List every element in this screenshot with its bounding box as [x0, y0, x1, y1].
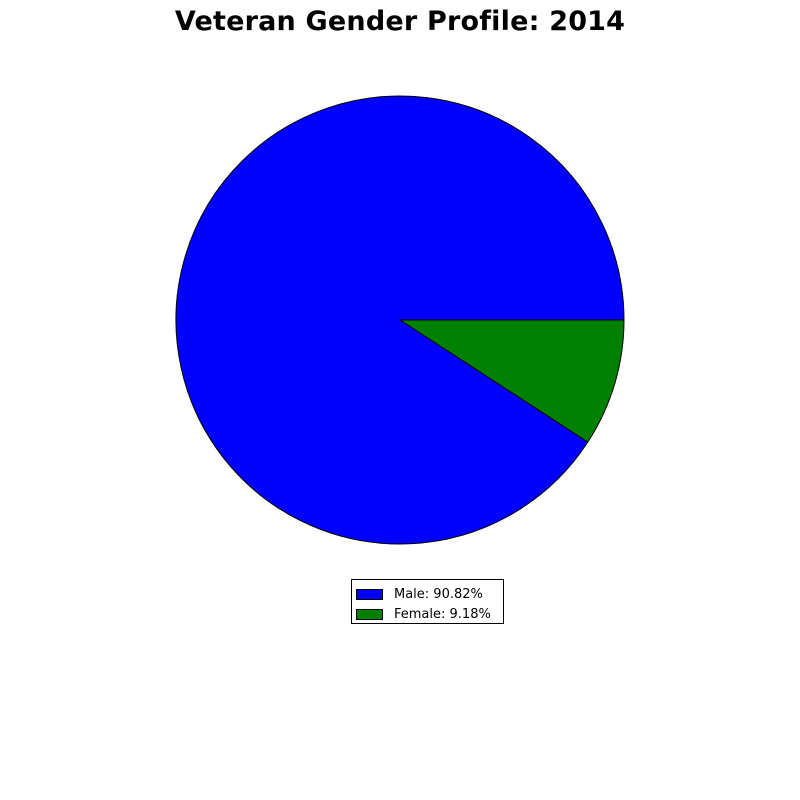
pie-slice-female	[398, 319, 625, 443]
legend-item-female: Female: 9.18%	[356, 604, 503, 624]
legend-swatch-male	[356, 588, 383, 600]
pie-slices	[175, 95, 625, 545]
chart-title: Veteran Gender Profile: 2014	[174, 6, 626, 37]
legend: Male: 90.82% Female: 9.18%	[351, 579, 504, 624]
legend-item-male: Male: 90.82%	[356, 584, 503, 604]
pie-slice-male	[175, 95, 625, 545]
legend-label-female: Female: 9.18%	[394, 606, 491, 622]
legend-label-male: Male: 90.82%	[394, 586, 483, 602]
legend-swatch-female	[356, 608, 383, 620]
